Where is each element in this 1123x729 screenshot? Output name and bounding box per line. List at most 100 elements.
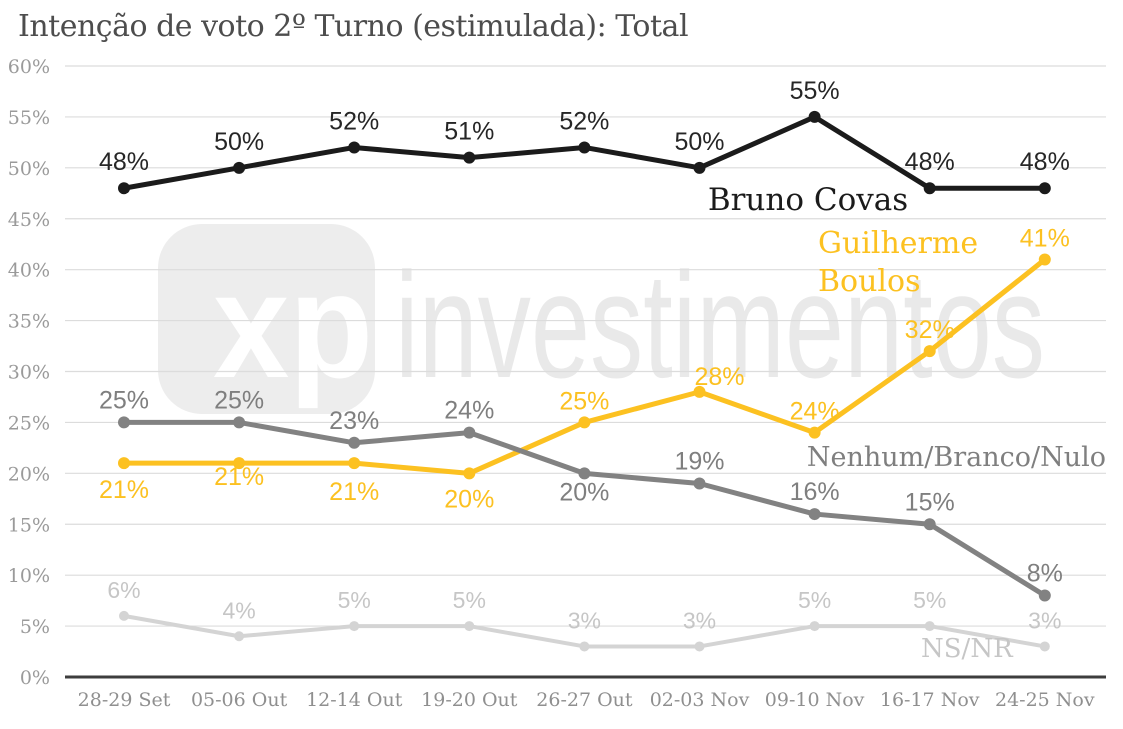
data-point — [579, 641, 590, 652]
data-point-label: 41% — [1020, 224, 1070, 252]
series-ns-nr: 6% 4% 5% 5% 3% 3% 5% 5% 3% — [107, 577, 1061, 652]
x-axis-tick-label: 09-10 Nov — [765, 689, 865, 711]
y-axis-tick-label: 55% — [8, 107, 50, 129]
data-point-label: 48% — [99, 148, 149, 176]
data-point — [1038, 253, 1051, 266]
y-axis-tick-label: 45% — [8, 209, 50, 231]
data-point-label: 25% — [99, 386, 149, 414]
y-axis-tick-label: 10% — [8, 565, 50, 587]
data-point-label: 52% — [559, 107, 609, 135]
axis-labels-layer: 0% 5% 10% 15% 20% 25% 30% 35% 40% 45% 50% 55% 60% 28-… — [8, 56, 1095, 711]
series-nenhum-branco-nulo: 25% 25% 23% 24% 20% 19% 16% 15% 8% — [99, 386, 1063, 602]
data-point-label: 19% — [674, 448, 724, 476]
data-point-label: 3% — [568, 607, 601, 633]
data-point — [463, 151, 476, 164]
chart-title: Intenção de voto 2º Turno (estimulada): … — [18, 9, 688, 44]
data-point-label: 5% — [453, 587, 486, 613]
y-axis-tick-label: 40% — [8, 260, 50, 282]
data-point — [924, 621, 935, 632]
data-point — [923, 518, 936, 531]
data-point — [348, 141, 361, 154]
data-point-label: 8% — [1027, 560, 1063, 588]
data-point-label: 20% — [444, 485, 494, 513]
y-axis-tick-label: 5% — [20, 616, 50, 638]
data-point-label: 3% — [1028, 607, 1061, 633]
data-point-label: 55% — [790, 77, 840, 105]
data-point — [233, 457, 246, 470]
data-point-label: 5% — [913, 587, 946, 613]
data-point — [693, 385, 706, 398]
y-axis-tick-label: 60% — [8, 56, 50, 78]
data-point-label: 51% — [444, 118, 494, 146]
data-point — [118, 416, 130, 429]
series-label-guilherme-boulos: Guilherme — [818, 226, 978, 261]
data-point-label: 3% — [683, 607, 716, 633]
data-point — [463, 467, 476, 480]
x-axis-tick-label: 28-29 Set — [78, 689, 171, 711]
data-point — [923, 345, 936, 358]
data-point — [233, 416, 246, 429]
data-point-label: 28% — [694, 363, 744, 391]
data-point-label: 21% — [99, 476, 149, 504]
data-point-label: 21% — [214, 463, 264, 491]
x-axis-tick-label: 05-06 Out — [191, 689, 288, 711]
data-point-label: 5% — [798, 587, 831, 613]
data-point — [1038, 589, 1051, 602]
data-point-label: 21% — [329, 478, 379, 506]
data-point — [234, 631, 245, 642]
data-point — [808, 110, 821, 123]
data-point — [119, 610, 129, 621]
y-axis-tick-label: 30% — [8, 362, 50, 384]
x-axis-tick-label: 12-14 Out — [306, 689, 403, 711]
series-layer: 48% 50% 52% 51% 52% 50% 55% 48% 48% 21% 21% 21% 20% 2… — [99, 77, 1070, 652]
y-axis-tick-label: 35% — [8, 311, 50, 333]
data-point — [233, 161, 246, 174]
data-point — [578, 467, 591, 480]
data-point-label: 15% — [905, 488, 955, 516]
y-axis-tick-label: 0% — [20, 667, 50, 689]
data-point-label: 6% — [107, 577, 140, 603]
data-point — [1039, 641, 1050, 652]
y-axis-tick-label: 25% — [8, 412, 50, 434]
series-bruno-covas: 48% 50% 52% 51% 52% 50% 55% 48% 48% — [99, 77, 1070, 195]
data-point — [118, 182, 130, 195]
x-axis-tick-label: 24-25 Nov — [995, 689, 1095, 711]
data-point — [808, 426, 821, 439]
x-axis-tick-label: 16-17 Nov — [880, 689, 980, 711]
data-point — [923, 182, 936, 195]
series-label-ns-nr: NS/NR — [921, 634, 1014, 664]
data-point-label: 32% — [905, 316, 955, 344]
watermark-logo — [158, 224, 375, 414]
data-point — [464, 621, 475, 632]
x-axis-tick-label: 19-20 Out — [421, 689, 518, 711]
watermark-logo-text: xp — [213, 241, 373, 409]
data-point-label: 50% — [674, 128, 724, 156]
watermark-layer: xp investimentos — [158, 224, 1045, 414]
data-point — [693, 477, 706, 490]
data-point — [1038, 182, 1051, 195]
data-point — [348, 457, 361, 470]
data-point — [118, 457, 130, 470]
data-point-label: 50% — [214, 128, 264, 156]
y-axis-tick-label: 50% — [8, 158, 50, 180]
data-point — [809, 621, 820, 632]
data-point-label: 16% — [790, 478, 840, 506]
data-point-label: 48% — [905, 148, 955, 176]
data-point-label: 23% — [329, 407, 379, 435]
data-point-label: 25% — [214, 386, 264, 414]
y-axis-tick-label: 20% — [8, 463, 50, 485]
series-guilherme-boulos: 21% 21% 21% 20% 25% 28% 24% 32% 41% — [99, 224, 1070, 513]
data-point-label: 48% — [1020, 148, 1070, 176]
series-label-nenhum-branco-nulo: Nenhum/Branco/Nulo — [807, 442, 1106, 473]
data-point — [578, 416, 591, 429]
data-point-label: 20% — [559, 478, 609, 506]
data-point-label: 52% — [329, 107, 379, 135]
data-point — [578, 141, 591, 154]
y-axis-tick-label: 15% — [8, 514, 50, 536]
data-point-label: 4% — [222, 597, 255, 623]
watermark-brand-text: investimentos — [395, 241, 1045, 409]
x-axis-tick-label: 02-03 Nov — [650, 689, 750, 711]
